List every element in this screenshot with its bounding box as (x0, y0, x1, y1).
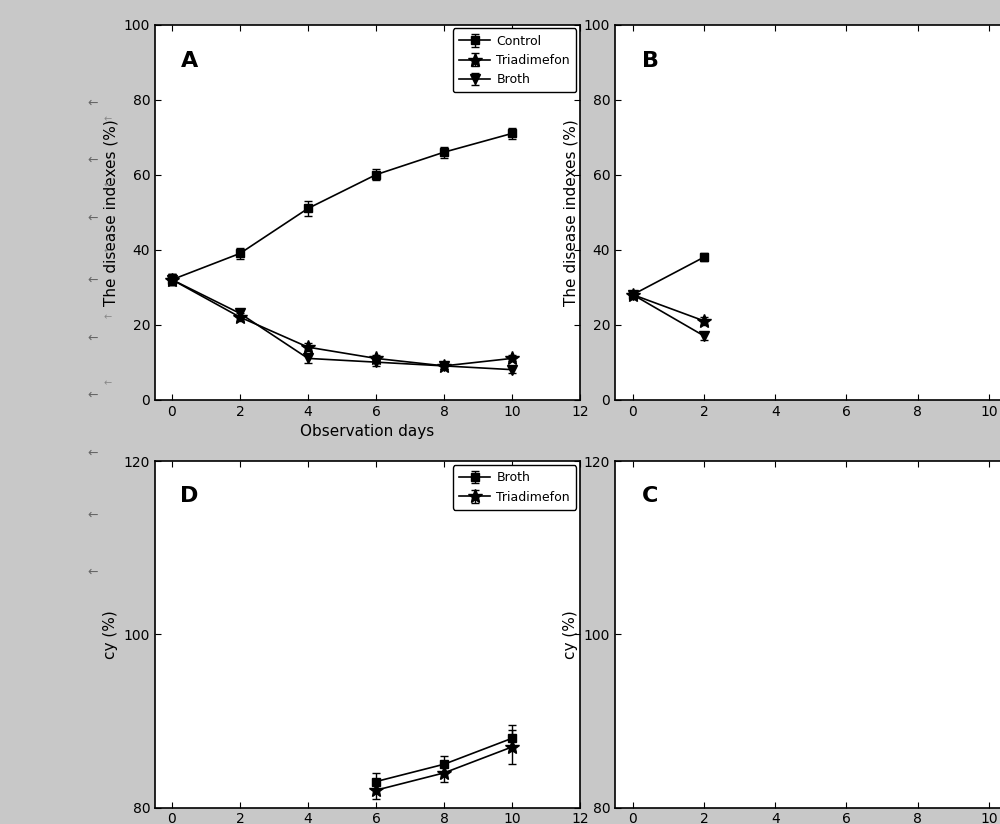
Text: ←: ← (104, 312, 112, 322)
Text: ←: ← (88, 154, 98, 167)
Text: ←: ← (88, 566, 98, 579)
Text: A: A (180, 51, 198, 71)
Y-axis label: The disease indexes (%): The disease indexes (%) (563, 119, 578, 306)
Text: C: C (642, 485, 658, 506)
Text: ←: ← (88, 331, 98, 344)
Legend: Control, Triadimefon, Broth: Control, Triadimefon, Broth (453, 29, 576, 92)
Text: D: D (180, 485, 199, 506)
Text: ←: ← (88, 508, 98, 522)
Text: ←: ← (88, 447, 98, 460)
Text: B: B (642, 51, 659, 71)
Y-axis label: cy (%): cy (%) (563, 610, 578, 659)
Legend: Broth, Triadimefon: Broth, Triadimefon (453, 466, 576, 510)
Text: ←: ← (104, 115, 112, 124)
X-axis label: Observation days: Observation days (300, 424, 435, 439)
Text: ←: ← (104, 378, 112, 388)
Text: ←: ← (88, 389, 98, 402)
Text: ←: ← (88, 96, 98, 110)
Y-axis label: cy (%): cy (%) (103, 610, 118, 659)
Text: ←: ← (104, 180, 112, 190)
Text: ←: ← (104, 246, 112, 256)
Text: ←: ← (88, 274, 98, 287)
Y-axis label: The disease indexes (%): The disease indexes (%) (103, 119, 118, 306)
Text: ←: ← (88, 212, 98, 225)
